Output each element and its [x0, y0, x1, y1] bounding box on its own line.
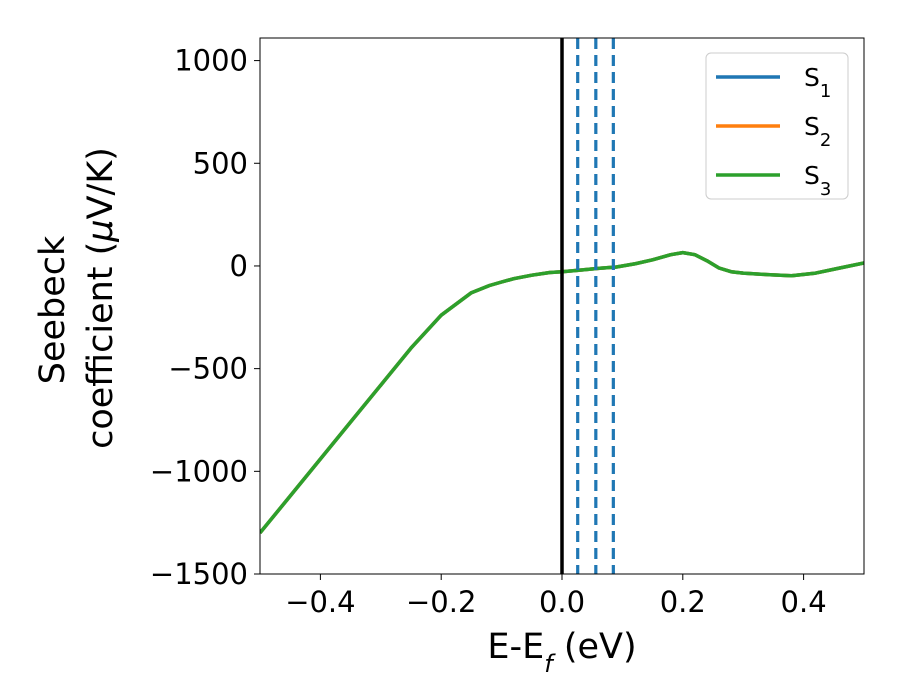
x-tick-label: −0.4 [285, 585, 355, 619]
y-axis-title: Seebeck coefficient (μV/K) [33, 147, 121, 449]
y-axis-title-line2: coefficient (μV/K) [81, 147, 121, 449]
vertical-lines [560, 38, 615, 574]
x-axis: −0.4 −0.2 0.0 0.2 0.4 [285, 574, 827, 619]
y-axis-title-line1: Seebeck [33, 235, 73, 384]
y-tick-label: 500 [193, 146, 248, 180]
x-axis-title: E-Ef (eV) [487, 627, 636, 678]
x-tick-label: 0.0 [539, 585, 585, 619]
legend-label-2: S2 [804, 112, 831, 151]
y-tick-label: −500 [168, 352, 248, 386]
y-tick-label: −1500 [150, 557, 248, 591]
series-line-3 [260, 250, 864, 535]
y-tick-label: −1000 [150, 454, 248, 488]
y-axis: −1500 −1000 −500 0 500 1000 [150, 44, 260, 591]
legend-label-1: S1 [804, 63, 831, 102]
x-tick-label: 0.4 [781, 585, 827, 619]
y-tick-label: 0 [230, 249, 248, 283]
series-layer [260, 250, 864, 535]
legend: S1 S2 S3 [705, 52, 849, 200]
legend-label-3: S3 [804, 161, 831, 200]
x-tick-label: −0.2 [406, 585, 476, 619]
x-tick-label: 0.2 [660, 585, 706, 619]
y-tick-label: 1000 [174, 44, 248, 78]
